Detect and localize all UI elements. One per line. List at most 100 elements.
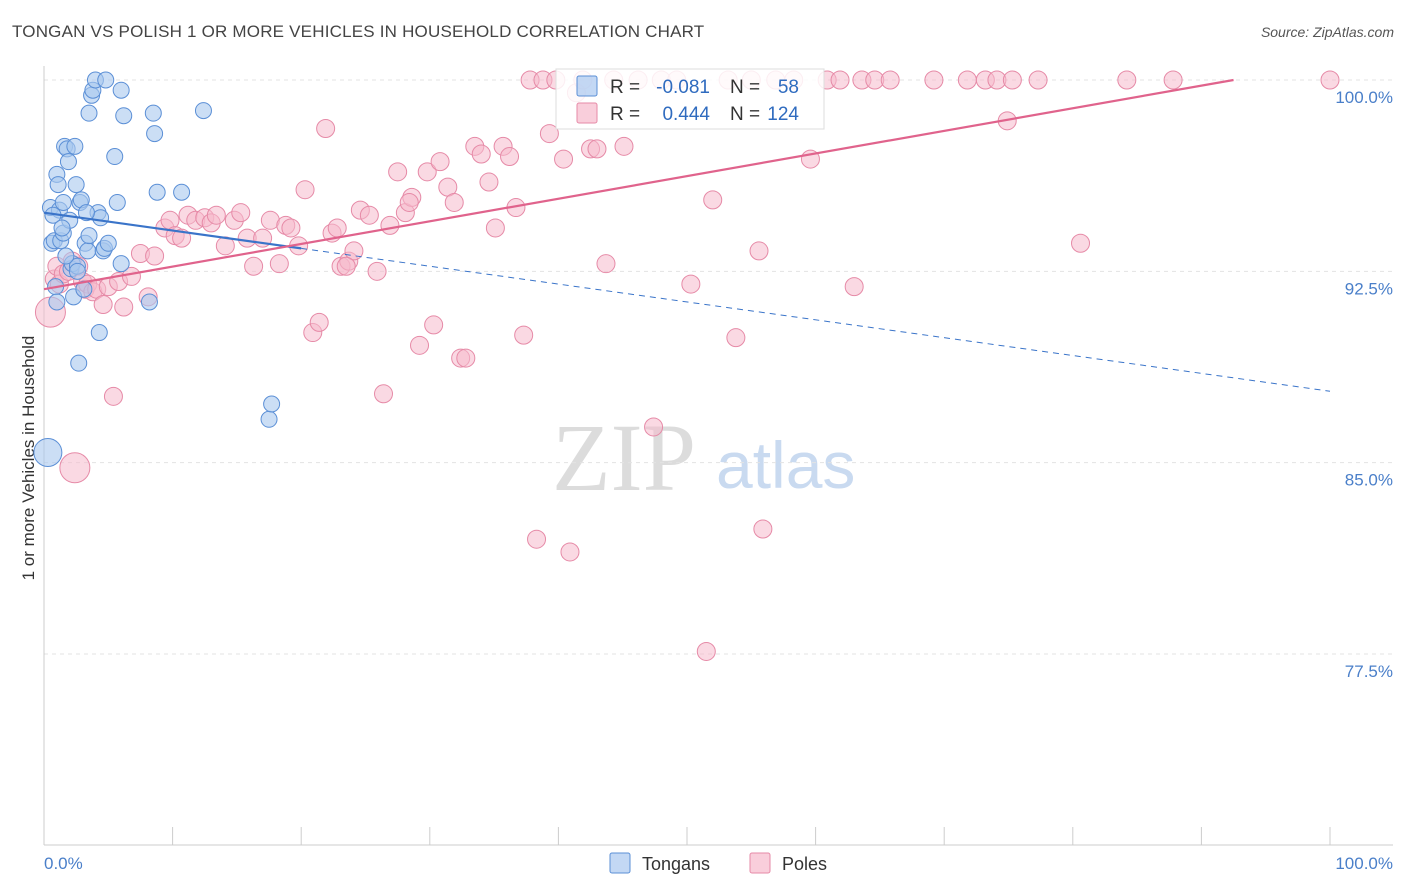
poles-series bbox=[34, 70, 1340, 661]
legend-label-poles: Poles bbox=[782, 854, 827, 874]
legend-label-tongans: Tongans bbox=[642, 854, 710, 874]
poles-point bbox=[145, 246, 165, 266]
tongans-point bbox=[80, 104, 98, 122]
grid-lines bbox=[44, 79, 1393, 655]
tongans-point bbox=[194, 102, 212, 120]
poles-n-value: 124 bbox=[767, 104, 799, 125]
poles-point bbox=[359, 205, 379, 225]
poles-point bbox=[560, 542, 580, 562]
poles-point bbox=[327, 218, 347, 238]
poles-r-label: R = bbox=[610, 104, 640, 125]
tongans-r-label: R = bbox=[610, 77, 640, 98]
tongans-point bbox=[48, 293, 66, 311]
stats-box-frame bbox=[555, 68, 825, 130]
tongans-point bbox=[97, 71, 115, 89]
tongans-point bbox=[115, 107, 133, 125]
poles-point bbox=[336, 256, 356, 276]
tongans-point bbox=[146, 125, 164, 143]
tongans-point bbox=[99, 234, 117, 252]
y-tick-labels: 77.5% 85.0% 92.5% 100.0% bbox=[1335, 88, 1393, 681]
tongans-point bbox=[79, 242, 97, 260]
poles-point bbox=[514, 325, 534, 345]
y-tick-label-0: 77.5% bbox=[1345, 662, 1393, 681]
tongans-point bbox=[140, 293, 158, 311]
poles-point bbox=[726, 328, 746, 348]
poles-point bbox=[1071, 233, 1091, 253]
tongans-point bbox=[59, 153, 77, 171]
tongans-point bbox=[80, 227, 98, 245]
poles-point bbox=[430, 152, 450, 172]
tongans-trend-dashed bbox=[301, 247, 1331, 392]
poles-point bbox=[367, 261, 387, 281]
poles-point bbox=[830, 70, 850, 90]
poles-point bbox=[753, 519, 773, 539]
tongans-point bbox=[112, 255, 130, 273]
poles-point bbox=[231, 203, 251, 223]
poles-point bbox=[696, 641, 716, 661]
poles-point bbox=[269, 254, 289, 274]
tongans-point bbox=[67, 176, 85, 194]
poles-point bbox=[596, 254, 616, 274]
poles-point bbox=[93, 294, 113, 314]
poles-point bbox=[316, 118, 336, 138]
poles-point bbox=[1002, 70, 1022, 90]
tongans-point bbox=[173, 183, 191, 201]
tongans-r-value: -0.081 bbox=[656, 77, 710, 98]
poles-point bbox=[244, 256, 264, 276]
poles-trend-line bbox=[43, 78, 1234, 291]
poles-point bbox=[172, 228, 192, 248]
poles-point bbox=[309, 312, 329, 332]
tongans-point bbox=[148, 183, 166, 201]
poles-r-value: 0.444 bbox=[662, 104, 710, 125]
tongans-point bbox=[90, 324, 108, 342]
poles-point bbox=[500, 147, 520, 167]
tongans-stats-swatch bbox=[576, 75, 598, 97]
tongans-point bbox=[92, 209, 110, 227]
poles-point bbox=[957, 70, 977, 90]
tongans-point bbox=[68, 262, 86, 280]
poles-point bbox=[681, 274, 701, 294]
tongans-point bbox=[49, 176, 67, 194]
legend-swatch-tongans bbox=[609, 852, 631, 874]
poles-point bbox=[587, 139, 607, 159]
tongans-point bbox=[57, 247, 75, 265]
tongans-point bbox=[33, 437, 63, 467]
poles-point bbox=[703, 190, 723, 210]
tongans-point bbox=[112, 81, 130, 99]
poles-point bbox=[374, 384, 394, 404]
poles-point bbox=[295, 180, 315, 200]
y-tick-label-2: 92.5% bbox=[1345, 279, 1393, 298]
y-tick-label-1: 85.0% bbox=[1345, 471, 1393, 490]
tongans-point bbox=[263, 395, 281, 413]
poles-point bbox=[1320, 70, 1340, 90]
tongans-point bbox=[108, 193, 126, 211]
tongans-point bbox=[260, 410, 278, 428]
source-credit: Source: ZipAtlas.com bbox=[1260, 24, 1394, 40]
y-tick-label-3: 100.0% bbox=[1335, 88, 1393, 107]
tongans-point bbox=[70, 354, 88, 372]
poles-point bbox=[749, 241, 769, 261]
tongans-point bbox=[144, 104, 162, 122]
tongans-point bbox=[77, 204, 95, 222]
poles-stats-swatch bbox=[576, 102, 598, 124]
y-axis-label: 1 or more Vehicles in Household bbox=[19, 336, 38, 581]
poles-point bbox=[410, 335, 430, 355]
poles-point bbox=[614, 136, 634, 156]
stats-box: R = -0.081 N = 58 R = 0.444 N = 124 bbox=[555, 68, 825, 130]
tongans-point bbox=[66, 137, 84, 155]
tongans-n-label: N = bbox=[730, 77, 760, 98]
x-tick-label-0: 0.0% bbox=[44, 854, 83, 873]
x-tick-labels: 0.0% 100.0% bbox=[44, 854, 1393, 873]
tongans-point bbox=[106, 148, 124, 166]
poles-point bbox=[924, 70, 944, 90]
poles-point bbox=[880, 70, 900, 90]
chart-title: TONGAN VS POLISH 1 OR MORE VEHICLES IN H… bbox=[12, 22, 705, 41]
poles-point bbox=[1028, 70, 1048, 90]
poles-point bbox=[59, 452, 91, 484]
poles-point bbox=[554, 149, 574, 169]
poles-point bbox=[527, 529, 547, 549]
watermark: ZIP atlas bbox=[552, 404, 855, 511]
poles-point bbox=[444, 192, 464, 212]
legend-swatch-poles bbox=[749, 852, 771, 874]
